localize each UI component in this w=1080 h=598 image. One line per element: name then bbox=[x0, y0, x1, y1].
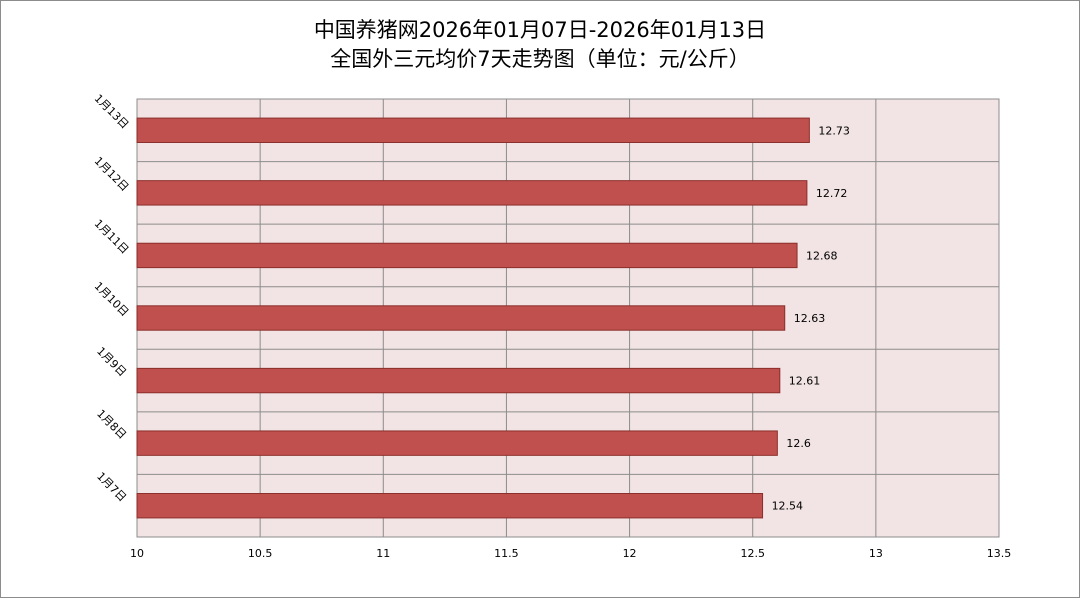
bar bbox=[136, 493, 764, 519]
data-label: 12.73 bbox=[818, 124, 850, 137]
bar bbox=[136, 305, 786, 331]
bar bbox=[136, 242, 798, 269]
category-label: 1月10日 bbox=[92, 279, 132, 319]
bar bbox=[136, 180, 808, 206]
x-tick-label: 10 bbox=[130, 547, 144, 560]
category-label: 1月9日 bbox=[94, 345, 129, 380]
category-label: 1月8日 bbox=[94, 407, 129, 442]
bars: 12.54 12.6 12.61 12.63 12.68 12.72 12.73 bbox=[136, 117, 850, 519]
y-axis-categories: 1月7日 1月8日 1月9日 1月10日 1月11日 1月12日 1月13日 bbox=[92, 92, 132, 505]
data-label: 12.68 bbox=[806, 249, 838, 262]
data-label: 12.6 bbox=[786, 437, 811, 450]
x-tick-label: 10.5 bbox=[248, 547, 273, 560]
gridlines bbox=[136, 98, 1000, 538]
x-axis-ticks: 10 10.5 11 11.5 12 12.5 13 13.5 bbox=[130, 547, 1011, 560]
bar bbox=[136, 367, 781, 394]
category-label: 1月11日 bbox=[92, 217, 132, 257]
category-label: 1月12日 bbox=[92, 154, 132, 194]
chart-subtitle: 全国外三元均价7天走势图（单位：元/公斤） bbox=[330, 47, 749, 71]
bar bbox=[136, 430, 778, 456]
x-tick-label: 12.5 bbox=[740, 547, 765, 560]
bar bbox=[136, 117, 810, 143]
data-label: 12.54 bbox=[772, 500, 804, 513]
x-tick-label: 11.5 bbox=[494, 547, 519, 560]
data-label: 12.72 bbox=[816, 187, 848, 200]
x-tick-label: 13 bbox=[869, 547, 883, 560]
data-label: 12.63 bbox=[794, 312, 826, 325]
data-label: 12.61 bbox=[789, 375, 821, 388]
x-tick-label: 13.5 bbox=[987, 547, 1012, 560]
category-label: 1月7日 bbox=[94, 470, 129, 505]
category-label: 1月13日 bbox=[92, 92, 132, 132]
chart-title: 中国养猪网2026年01月07日-2026年01月13日 bbox=[314, 18, 766, 42]
x-tick-label: 11 bbox=[376, 547, 390, 560]
x-tick-label: 12 bbox=[623, 547, 637, 560]
